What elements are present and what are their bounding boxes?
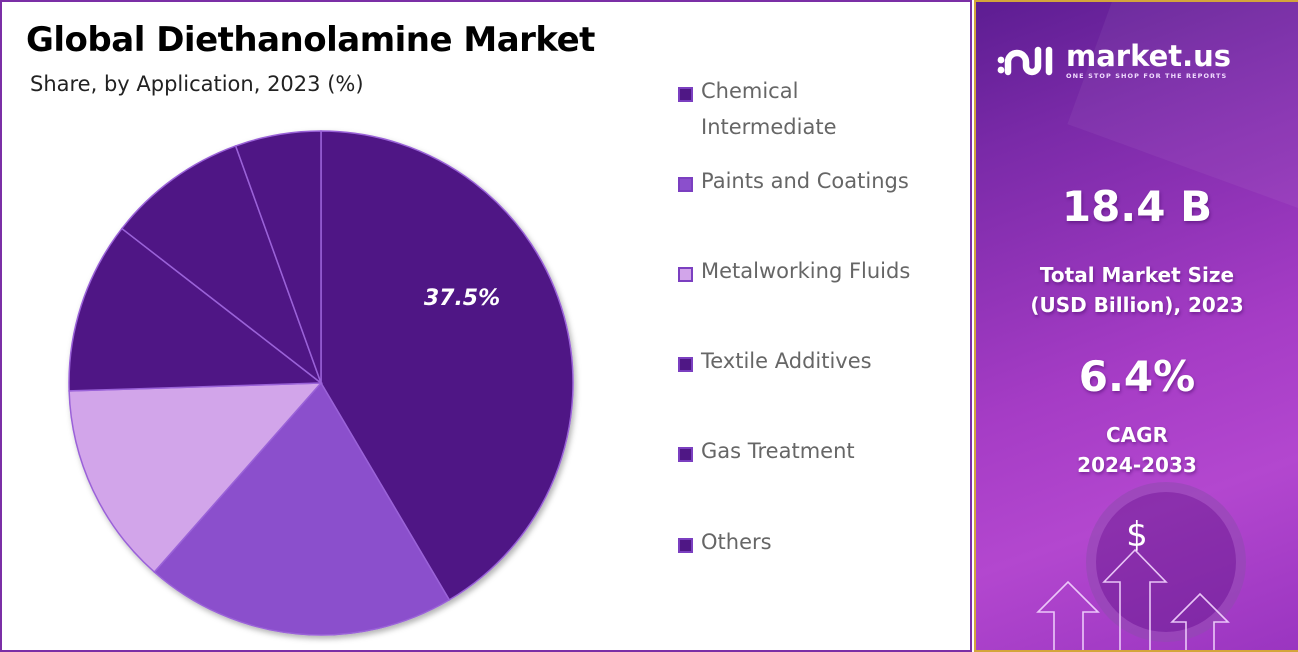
legend-swatch bbox=[678, 357, 693, 372]
legend-swatch bbox=[678, 177, 693, 192]
cagr-value: 6.4% bbox=[1078, 352, 1196, 401]
legend-item-chemical-intermediate[interactable]: Chemical Intermediate bbox=[678, 79, 837, 145]
pie-slice-chemical-intermediate[interactable] bbox=[320, 130, 574, 601]
brand-tagline: ONE STOP SHOP FOR THE REPORTS bbox=[1066, 71, 1228, 80]
pie-slices bbox=[68, 130, 574, 636]
legend-item-gas-treatment[interactable]: Gas Treatment bbox=[678, 439, 855, 469]
pie-slice-metalworking-fluids[interactable] bbox=[68, 382, 323, 574]
market-size-label: Total Market Size (USD Billion), 2023 bbox=[1030, 263, 1244, 317]
legend-swatch bbox=[678, 267, 693, 282]
legend-label: Intermediate bbox=[701, 115, 837, 139]
cagr-label: CAGR 2024-2033 bbox=[1077, 423, 1197, 477]
slice-label-chemical-intermediate: 37.5% bbox=[424, 286, 500, 311]
chart-panel: Global Diethanolamine Market Share, by A… bbox=[0, 0, 972, 652]
pie-slice-gas-treatment[interactable] bbox=[120, 144, 323, 386]
legend-item-textile-additives[interactable]: Textile Additives bbox=[678, 349, 872, 379]
brand-name: market.us bbox=[1066, 38, 1232, 73]
legend-swatch bbox=[678, 538, 693, 553]
legend-label: Metalworking Fluids bbox=[701, 259, 911, 283]
pie-slice-textile-additives[interactable] bbox=[68, 227, 324, 392]
pie-chart: 37.5% bbox=[68, 130, 574, 636]
dollar-icon: $ bbox=[1126, 515, 1148, 555]
legend-swatch bbox=[678, 447, 693, 462]
summary-panel: market.us ONE STOP SHOP FOR THE REPORTS … bbox=[974, 0, 1298, 652]
pie-slice-others[interactable] bbox=[234, 130, 322, 384]
legend-label: Chemical bbox=[701, 79, 799, 103]
chart-title: Global Diethanolamine Market bbox=[26, 20, 595, 60]
background-coin-decoration bbox=[1086, 482, 1246, 642]
legend-label: Textile Additives bbox=[701, 349, 872, 373]
market-us-logo-icon bbox=[997, 46, 1053, 76]
legend-swatch bbox=[678, 87, 693, 102]
legend-item-paints-and-coatings[interactable]: Paints and Coatings bbox=[678, 169, 909, 199]
legend-label: Others bbox=[701, 530, 772, 554]
legend-label: Paints and Coatings bbox=[701, 169, 909, 193]
legend-item-metalworking-fluids[interactable]: Metalworking Fluids bbox=[678, 259, 910, 289]
market-size-value: 18.4 B bbox=[1061, 182, 1213, 231]
pie-slice-paints-and-coatings[interactable] bbox=[153, 381, 451, 636]
brand-logo[interactable]: market.us ONE STOP SHOP FOR THE REPORTS bbox=[996, 40, 1231, 80]
chart-subtitle: Share, by Application, 2023 (%) bbox=[30, 72, 364, 96]
legend-label: Gas Treatment bbox=[701, 439, 855, 463]
growth-arrows-icon: $ bbox=[1036, 515, 1230, 650]
legend-item-others[interactable]: Others bbox=[678, 530, 772, 560]
